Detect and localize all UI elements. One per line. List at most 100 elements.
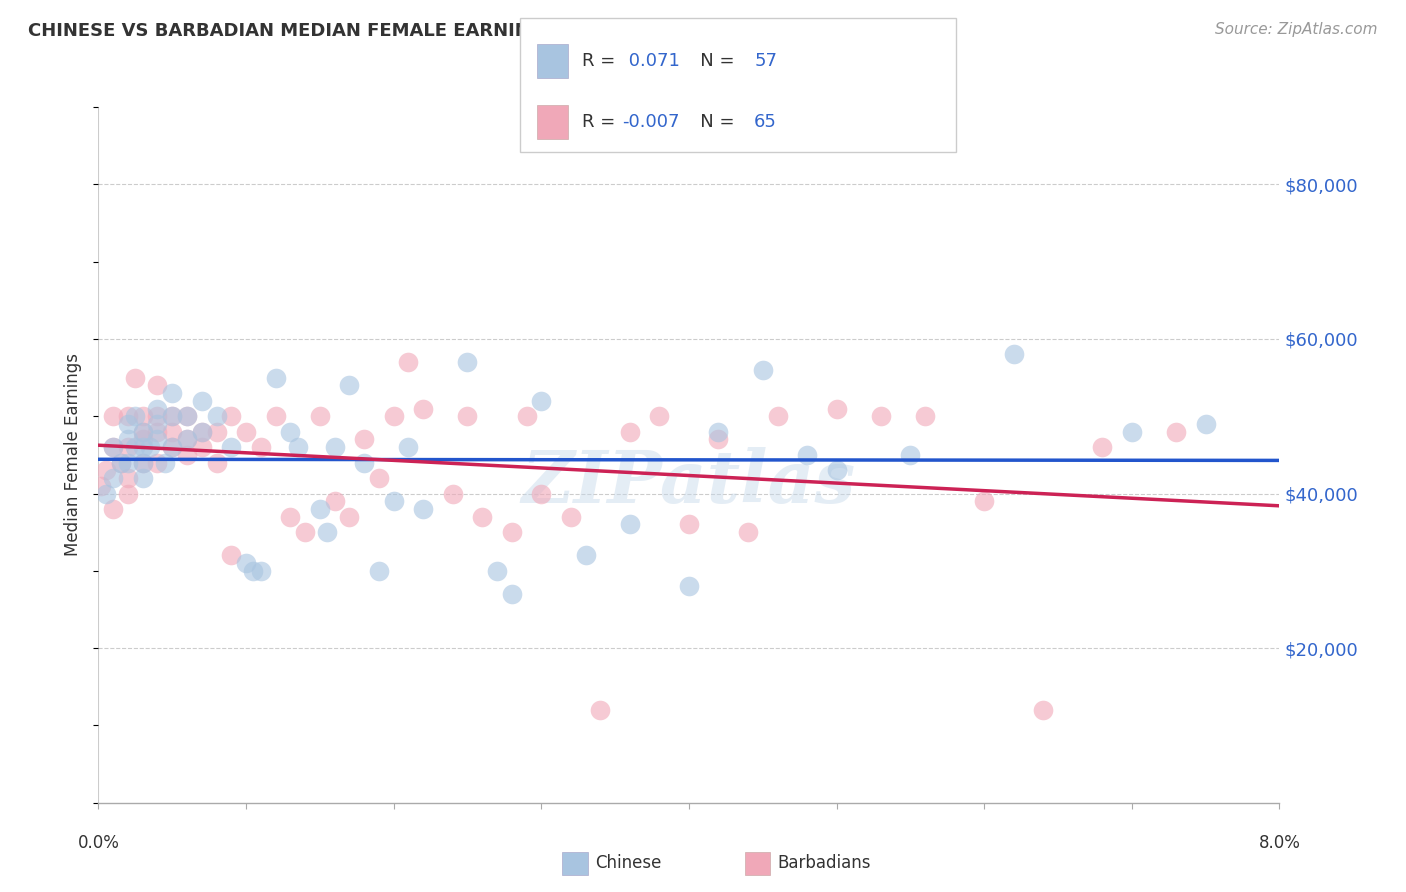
Point (914, 409, 936, 424)
Point (124, 409, 146, 424)
Point (619, 517, 641, 532)
Point (287, 440, 309, 454)
Point (825, 401, 848, 416)
Point (382, 494, 405, 508)
Point (367, 471, 389, 485)
Point (796, 448, 818, 462)
Point (678, 517, 700, 532)
Point (124, 370, 146, 384)
Point (515, 409, 537, 424)
Point (396, 440, 419, 454)
Point (146, 433, 169, 447)
Point (1164, 425, 1187, 439)
Point (456, 409, 478, 424)
Point (707, 425, 730, 439)
Point (574, 549, 596, 563)
Point (132, 471, 155, 485)
Point (337, 378, 360, 392)
Point (530, 393, 553, 408)
Point (278, 509, 302, 524)
Point (191, 393, 214, 408)
Text: R =: R = (582, 113, 621, 131)
Text: 0.071: 0.071 (623, 52, 679, 70)
Point (242, 564, 264, 578)
Point (751, 363, 773, 377)
Point (337, 509, 360, 524)
Point (1002, 347, 1025, 361)
Text: N =: N = (683, 113, 741, 131)
Point (132, 440, 155, 454)
Point (103, 440, 125, 454)
Point (264, 409, 287, 424)
Point (471, 509, 494, 524)
Point (146, 456, 169, 470)
Point (412, 502, 434, 516)
Point (103, 440, 125, 454)
Point (235, 425, 257, 439)
Point (900, 448, 922, 462)
Point (1194, 417, 1216, 431)
Point (308, 409, 332, 424)
Point (456, 355, 478, 369)
Point (250, 564, 273, 578)
Point (103, 471, 125, 485)
Point (308, 502, 332, 516)
Point (316, 525, 339, 540)
Point (103, 502, 125, 516)
Point (110, 456, 132, 470)
Text: Source: ZipAtlas.com: Source: ZipAtlas.com (1215, 22, 1378, 37)
Point (132, 409, 155, 424)
Point (103, 409, 125, 424)
Point (176, 448, 198, 462)
Point (139, 440, 162, 454)
Point (117, 471, 139, 485)
Point (1121, 425, 1143, 439)
Point (117, 417, 139, 431)
Point (153, 456, 176, 470)
Text: ZIPatlas: ZIPatlas (522, 447, 856, 518)
Point (353, 456, 375, 470)
Point (162, 409, 183, 424)
Point (589, 703, 612, 717)
Text: 65: 65 (754, 113, 778, 131)
Point (191, 425, 214, 439)
Point (973, 494, 995, 508)
Point (146, 417, 169, 431)
Point (162, 409, 183, 424)
Point (382, 409, 405, 424)
Point (678, 579, 700, 593)
Point (117, 409, 139, 424)
Point (219, 440, 242, 454)
Point (619, 425, 641, 439)
Point (501, 587, 523, 601)
Point (94, 463, 117, 477)
Point (737, 525, 759, 540)
Y-axis label: Median Female Earnings: Median Female Earnings (65, 353, 83, 557)
Point (323, 494, 346, 508)
Point (412, 401, 434, 416)
Point (235, 556, 257, 570)
Point (146, 401, 169, 416)
Point (94, 486, 117, 500)
Point (117, 433, 139, 447)
Point (396, 355, 419, 369)
Point (485, 564, 508, 578)
Point (353, 433, 375, 447)
Point (367, 564, 389, 578)
Point (146, 378, 169, 392)
Point (162, 440, 183, 454)
Point (205, 409, 228, 424)
Point (278, 425, 302, 439)
Point (117, 456, 139, 470)
Point (90, 479, 112, 493)
Point (264, 370, 287, 384)
Point (560, 509, 582, 524)
Point (176, 409, 198, 424)
Point (205, 456, 228, 470)
Point (132, 425, 155, 439)
Point (219, 409, 242, 424)
Point (124, 440, 146, 454)
Point (219, 549, 242, 563)
Point (825, 463, 848, 477)
Text: N =: N = (683, 52, 741, 70)
